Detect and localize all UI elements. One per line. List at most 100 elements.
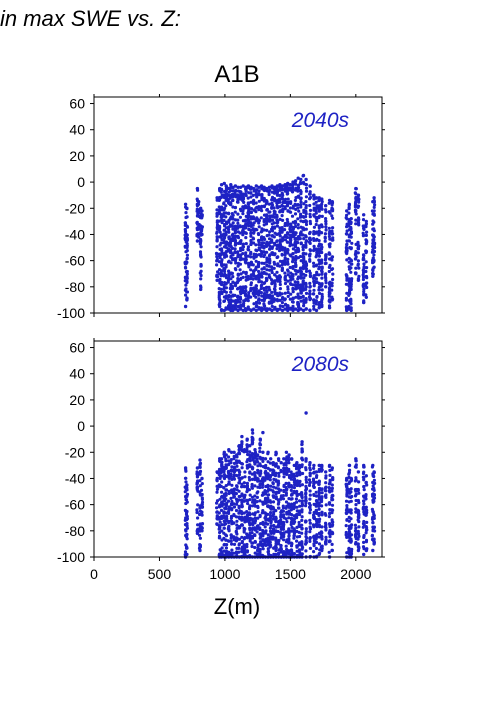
data-point xyxy=(259,291,263,295)
data-point xyxy=(236,295,240,299)
data-point xyxy=(224,474,228,478)
data-point xyxy=(344,499,349,503)
data-point xyxy=(279,543,283,548)
data-point xyxy=(272,523,276,528)
data-point xyxy=(304,549,308,553)
data-point xyxy=(281,304,285,309)
data-point xyxy=(279,531,283,535)
data-point xyxy=(220,529,224,533)
data-point xyxy=(349,526,353,530)
data-point xyxy=(262,261,266,265)
data-point xyxy=(265,258,269,262)
data-point xyxy=(279,510,283,514)
data-point xyxy=(240,476,244,480)
data-point xyxy=(304,491,308,495)
data-point xyxy=(266,504,270,508)
data-point xyxy=(219,215,223,219)
data-point xyxy=(308,511,312,515)
data-point xyxy=(293,237,297,241)
data-point xyxy=(238,215,242,219)
data-point xyxy=(349,217,353,221)
data-point xyxy=(237,448,241,452)
data-point xyxy=(289,222,293,226)
data-point xyxy=(314,277,318,281)
data-point xyxy=(261,456,265,460)
data-point xyxy=(272,299,276,303)
data-point xyxy=(183,227,187,232)
data-point xyxy=(361,273,365,277)
data-point xyxy=(372,235,376,239)
data-point xyxy=(236,218,240,222)
data-point xyxy=(311,523,315,527)
data-point xyxy=(197,200,201,204)
data-point xyxy=(249,231,253,235)
data-point xyxy=(274,519,278,524)
data-point xyxy=(357,520,361,524)
data-point xyxy=(257,298,261,302)
data-point xyxy=(269,543,273,547)
data-point xyxy=(236,250,240,254)
data-point xyxy=(272,287,277,291)
data-point xyxy=(244,226,248,230)
data-point xyxy=(245,485,249,489)
data-point xyxy=(272,212,276,216)
data-point xyxy=(354,463,358,467)
data-point xyxy=(296,300,300,305)
x-tick-label: 1000 xyxy=(209,566,240,582)
data-point xyxy=(372,525,376,529)
data-point xyxy=(295,505,299,509)
data-point xyxy=(250,536,255,540)
data-point xyxy=(241,212,245,216)
data-point xyxy=(234,492,238,496)
data-point xyxy=(349,490,353,494)
data-point xyxy=(222,218,226,222)
data-point xyxy=(250,435,254,439)
data-point xyxy=(252,256,256,260)
data-point xyxy=(198,548,202,553)
data-point xyxy=(304,195,308,199)
data-point xyxy=(254,201,258,205)
data-point xyxy=(291,274,295,278)
data-point xyxy=(251,291,255,296)
data-point xyxy=(347,277,351,281)
data-point xyxy=(265,228,269,232)
data-point xyxy=(238,297,242,301)
data-point xyxy=(272,469,276,473)
data-point xyxy=(317,229,321,233)
data-point xyxy=(258,446,262,450)
data-point xyxy=(248,478,252,482)
data-point xyxy=(262,304,266,308)
data-point xyxy=(215,479,219,483)
data-point xyxy=(314,540,319,545)
data-point xyxy=(295,492,299,496)
data-point xyxy=(185,532,189,537)
data-point xyxy=(200,482,204,486)
data-point xyxy=(256,218,260,222)
data-point xyxy=(249,308,253,313)
data-point xyxy=(302,276,306,280)
data-point xyxy=(278,217,282,221)
data-point xyxy=(288,265,292,270)
data-point xyxy=(241,228,245,232)
data-point xyxy=(270,278,274,282)
data-point xyxy=(268,247,272,251)
data-point xyxy=(349,517,353,521)
data-point xyxy=(219,195,223,200)
data-point xyxy=(218,497,222,501)
data-point xyxy=(233,267,237,271)
data-point xyxy=(283,233,288,237)
data-point xyxy=(199,277,203,281)
data-point xyxy=(241,205,245,209)
data-point xyxy=(308,222,313,226)
data-point xyxy=(240,434,244,439)
data-point xyxy=(281,520,286,525)
data-point xyxy=(328,211,332,215)
data-point xyxy=(364,238,368,242)
data-point xyxy=(274,529,278,533)
data-point xyxy=(311,477,316,481)
data-point xyxy=(317,291,322,295)
data-point xyxy=(350,494,354,499)
data-point xyxy=(247,263,251,267)
data-point xyxy=(312,232,316,236)
data-point xyxy=(364,249,369,254)
